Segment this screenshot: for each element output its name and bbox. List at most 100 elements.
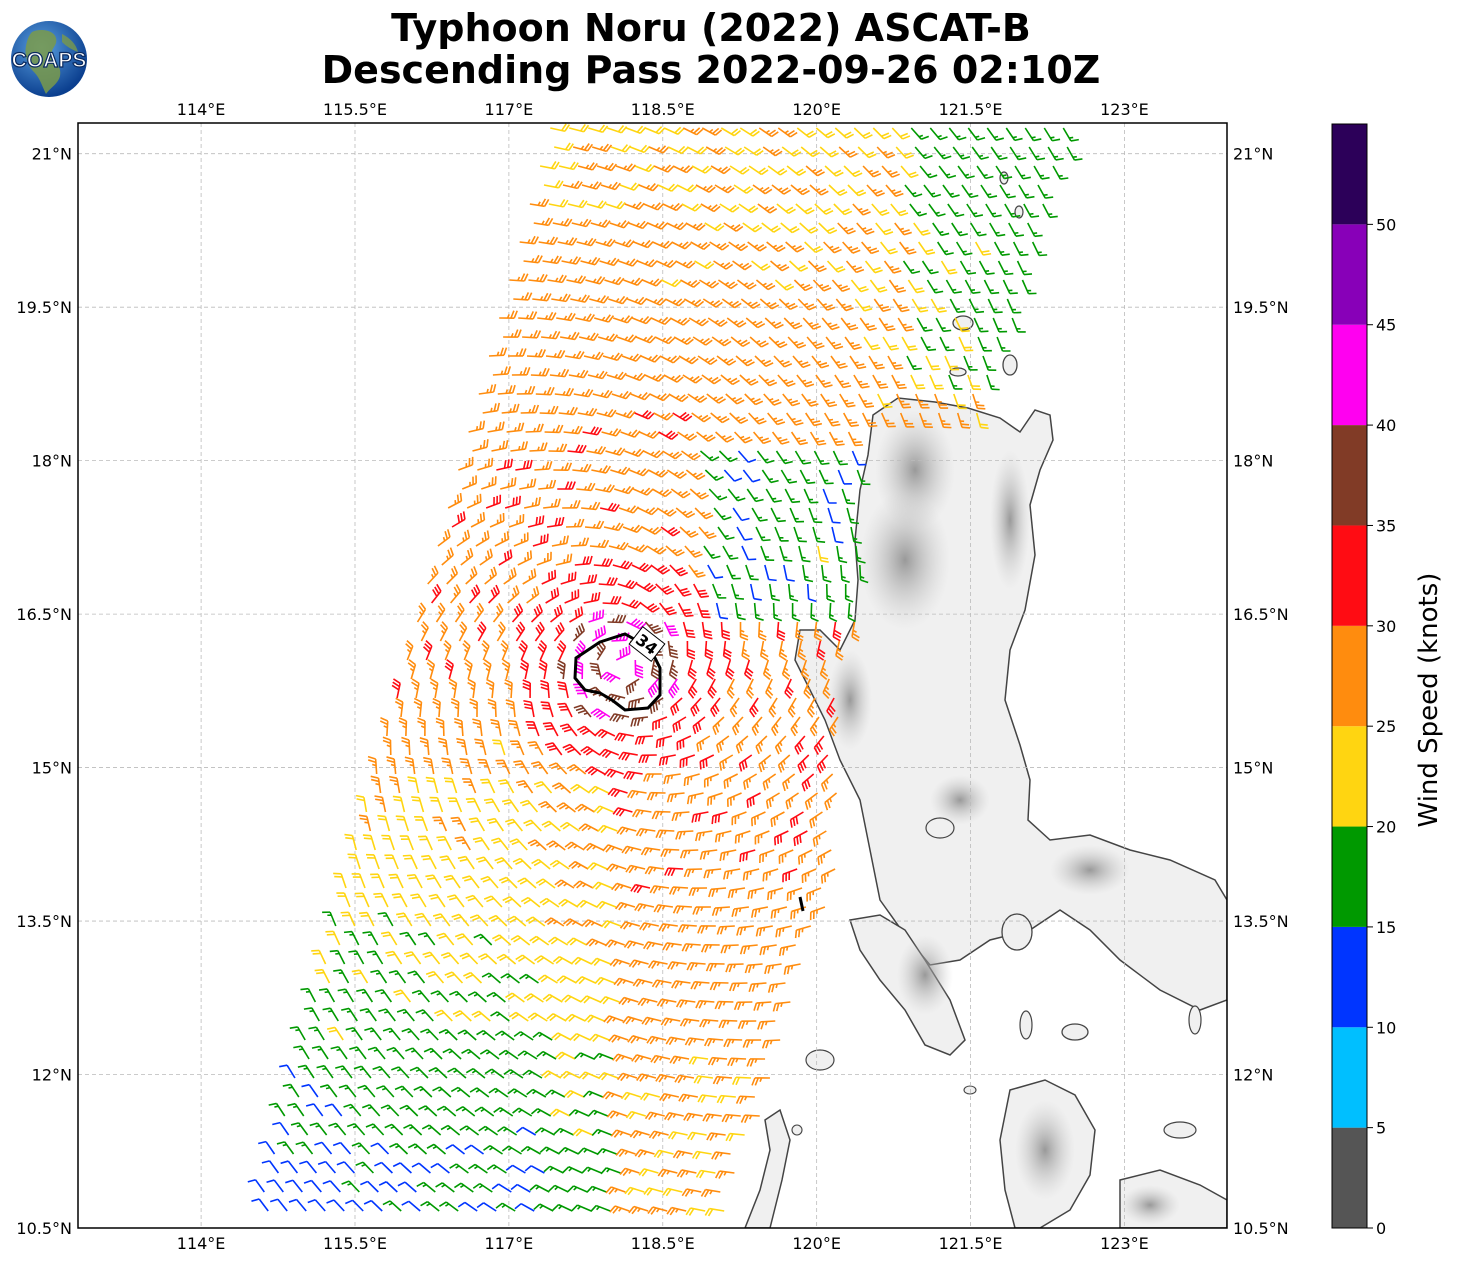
wind-barb xyxy=(454,602,465,623)
wind-barb xyxy=(629,468,650,477)
wind-barb xyxy=(873,298,891,313)
wind-barb xyxy=(668,393,689,403)
wind-barb xyxy=(972,393,986,410)
wind-barb xyxy=(770,507,786,523)
wind-barb xyxy=(551,293,571,303)
wind-barb xyxy=(614,239,635,248)
wind-barb xyxy=(1023,203,1040,218)
wind-barb xyxy=(771,431,790,445)
lat-tick-right: 10.5°N xyxy=(1233,1219,1289,1238)
wind-barb xyxy=(574,555,593,566)
wind-barb xyxy=(720,374,740,386)
wind-barb xyxy=(619,182,640,191)
wind-barb xyxy=(652,240,673,249)
wind-barb xyxy=(715,431,735,443)
wind-barb xyxy=(761,469,779,484)
wind-barb xyxy=(802,564,814,583)
wind-barb xyxy=(942,184,960,198)
wind-barb xyxy=(760,545,775,561)
wind-barb xyxy=(469,584,481,604)
wind-barb xyxy=(827,507,841,524)
wind-barb xyxy=(973,317,989,333)
colorbar-tick: 15 xyxy=(1376,918,1396,937)
wind-barb xyxy=(597,333,619,342)
wind-barb xyxy=(552,218,573,227)
wind-barb xyxy=(805,165,825,177)
wind-barb xyxy=(650,316,672,326)
wind-barb xyxy=(828,184,848,197)
wind-barb xyxy=(871,203,890,216)
wind-barb xyxy=(543,180,564,189)
wind-barb xyxy=(522,568,537,585)
wind-barb xyxy=(437,529,451,547)
wind-barb xyxy=(615,163,637,172)
wind-barb xyxy=(909,203,927,217)
wind-barb xyxy=(767,165,788,176)
wind-barb xyxy=(548,199,569,208)
wind-barb xyxy=(963,355,978,371)
wind-barb xyxy=(651,488,672,498)
wind-barb xyxy=(850,279,869,293)
wind-barb xyxy=(707,317,728,328)
wind-barb xyxy=(595,484,615,493)
colorbar-bin xyxy=(1332,1027,1367,1128)
wind-barb xyxy=(1008,222,1025,237)
wind-barb xyxy=(697,355,718,366)
wind-barb xyxy=(895,146,914,159)
wind-barb xyxy=(793,526,807,543)
wind-barb xyxy=(761,222,781,233)
wind-barb xyxy=(644,621,664,635)
wind-barb xyxy=(647,469,669,478)
wind-barb xyxy=(618,258,639,267)
wind-barb xyxy=(842,412,859,427)
wind-barb xyxy=(732,507,750,522)
wind-barb xyxy=(710,412,730,424)
wind-barb xyxy=(503,567,517,585)
wind-barb xyxy=(809,184,829,196)
wind-barb xyxy=(583,592,601,604)
wind-barb xyxy=(835,298,854,312)
wind-barb xyxy=(484,566,498,585)
wind-barb xyxy=(655,583,675,595)
wind-barb xyxy=(643,202,664,211)
wind-barb xyxy=(678,355,699,365)
wind-barb xyxy=(955,241,973,256)
wind-barb xyxy=(575,313,595,323)
wind-barb xyxy=(546,516,565,528)
wind-barb xyxy=(504,495,521,509)
wind-barb xyxy=(810,602,819,622)
wind-barb xyxy=(646,297,667,306)
wind-barb xyxy=(748,412,767,425)
wind-barb xyxy=(626,125,647,135)
wind-barb xyxy=(616,334,638,343)
wind-barb xyxy=(577,162,598,171)
wind-barb xyxy=(739,374,759,386)
wind-barb xyxy=(953,393,967,410)
wind-barb xyxy=(764,317,784,329)
wind-barb xyxy=(620,429,641,438)
wind-barb xyxy=(753,602,764,621)
wind-barb xyxy=(875,222,894,236)
wind-barb xyxy=(830,355,848,369)
wind-barb xyxy=(1066,146,1083,161)
wind-barb xyxy=(458,456,474,471)
wind-barb xyxy=(772,602,783,622)
wind-barb xyxy=(621,353,642,362)
wind-barb xyxy=(510,441,529,452)
wind-barb xyxy=(847,602,856,623)
wind-barb xyxy=(708,488,728,501)
wind-barb xyxy=(733,184,754,194)
wind-barb xyxy=(500,477,517,490)
wind-barb xyxy=(699,450,720,462)
title-line-2: Descending Pass 2022-09-26 02:10Z xyxy=(321,48,1101,92)
wind-barb xyxy=(754,355,774,368)
wind-barb xyxy=(491,440,509,452)
wind-barb xyxy=(716,355,737,366)
wind-barb xyxy=(701,127,723,136)
wind-barb xyxy=(548,443,568,453)
wind-barb xyxy=(799,222,819,234)
wind-barb xyxy=(581,501,601,511)
wind-barb xyxy=(920,336,937,352)
wind-barb xyxy=(473,602,485,623)
wind-barb xyxy=(526,586,540,604)
